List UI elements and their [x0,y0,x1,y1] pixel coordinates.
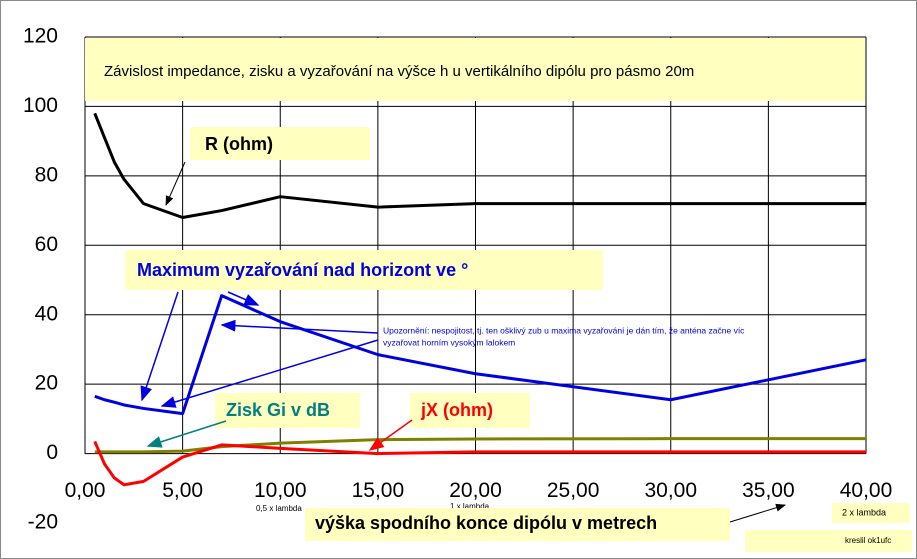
arrow [729,503,786,523]
x-axis-label: výška spodního konce dipólu v metrech [315,513,657,533]
series-label: jX (ohm) [420,400,493,420]
y-tick-label: 60 [35,233,58,256]
series-label: Maximum vyzařování nad horizont ve ° [137,260,468,280]
label-box [215,393,360,428]
series-label: R (ohm) [205,134,273,154]
label-box [305,508,730,541]
arrow [220,319,379,334]
y-tick-label: 20 [35,372,58,395]
series-line [94,437,866,454]
arrow [160,339,379,408]
series-line [94,294,867,416]
x-tick-label: 0,00 [65,479,106,502]
annotation: 1 x lambda [450,502,490,511]
x-tick-label: 35,00 [742,479,795,502]
label-box [832,503,910,523]
label-box [410,393,530,428]
label-box [745,530,912,552]
annotation: kreslil ok1ufc [845,536,891,545]
y-tick-label: 120 [23,25,58,48]
x-tick-label: 40,00 [840,479,893,502]
series-line [93,440,866,487]
annotation: 0,5 x lambda [256,504,302,513]
series-line [93,112,866,220]
y-tick-label: 80 [35,163,58,186]
arrow [146,420,227,448]
arrow [368,419,413,451]
arrow [165,161,186,206]
chart-title: Závislost impedance, zisku a vyzařování … [104,63,694,80]
y-tick-label: 0 [46,441,58,464]
series-label: Zisk Gi v dB [226,400,330,420]
x-tick-label: 5,00 [162,479,203,502]
axes: -20 0 20 40 60 80 100 120 0,00 5,00 10,00 15,00 20,0… [23,25,892,534]
note: Upozornění: nespojitost, tj. ten ošklivý… [383,325,745,335]
annotation: 2 x lambda [842,507,886,517]
plot [93,112,867,487]
label-box [125,250,603,290]
x-tick-label: 10,00 [254,479,307,502]
x-tick-label: 20,00 [449,479,502,502]
grid [84,36,867,455]
arrow [227,291,260,306]
title-box [85,38,865,101]
note: vyzařovat horním vysokým lalokem [383,337,515,347]
arrow [140,291,179,402]
label-box [190,127,370,160]
x-tick-label: 30,00 [644,479,697,502]
y-tick-label: -20 [28,511,58,534]
y-tick-label: 40 [35,302,58,325]
x-tick-label: 25,00 [547,479,600,502]
x-tick-label: 15,00 [352,479,405,502]
y-tick-label: 100 [23,94,58,117]
